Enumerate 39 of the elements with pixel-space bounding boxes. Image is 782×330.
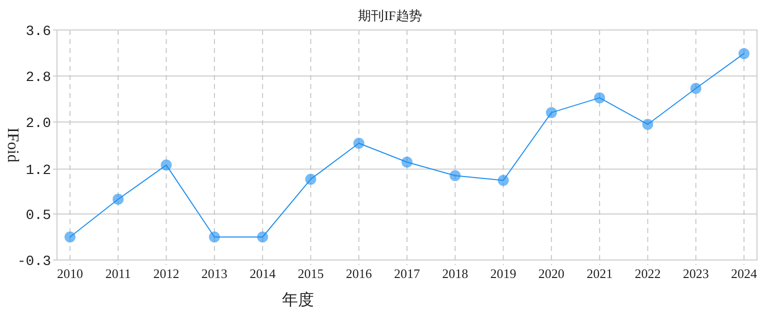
y-axis-title: IFoid xyxy=(4,128,21,162)
point xyxy=(546,107,557,118)
x-tick-label: 2012 xyxy=(153,266,180,281)
y-tick-label: 3.6 xyxy=(26,24,51,40)
point xyxy=(738,48,750,60)
point xyxy=(690,82,702,94)
x-tick-label: 2021 xyxy=(586,266,613,281)
point xyxy=(305,174,316,185)
x-tick-label: 2019 xyxy=(490,266,516,281)
x-tick-label: 2023 xyxy=(682,266,709,281)
point xyxy=(208,232,220,242)
x-tick-label: 2015 xyxy=(298,266,324,281)
x-tick-label: 2017 xyxy=(394,266,420,281)
point xyxy=(594,92,606,104)
point xyxy=(353,138,364,149)
x-tick-label: 2014 xyxy=(250,266,276,281)
y-tick-label: -0.3 xyxy=(17,254,51,270)
x-tick-label: 2018 xyxy=(442,266,468,281)
x-tick-label: 2011 xyxy=(105,266,131,281)
point xyxy=(160,160,172,171)
y-tick-label: 2.0 xyxy=(26,116,51,132)
point xyxy=(498,174,509,186)
x-tick-label: 2020 xyxy=(538,266,564,281)
x-tick-label: 2013 xyxy=(201,266,228,281)
x-tick-label: 2024 xyxy=(731,266,758,281)
y-tick-label: 2.8 xyxy=(26,70,51,86)
x-axis-title: 年度 xyxy=(282,291,314,309)
y-tick-label: 0.5 xyxy=(26,208,51,224)
point xyxy=(402,156,412,168)
point xyxy=(64,232,76,242)
point xyxy=(257,232,268,242)
x-tick-label: 2010 xyxy=(57,266,83,281)
y-tick-label: 1.2 xyxy=(26,163,51,180)
x-tick-label: 2022 xyxy=(634,266,661,281)
chart-title: 期刊IF趋势 xyxy=(358,8,422,23)
x-tick-label: 2016 xyxy=(346,266,372,281)
point xyxy=(642,118,654,130)
point xyxy=(450,170,461,182)
point xyxy=(112,194,124,205)
